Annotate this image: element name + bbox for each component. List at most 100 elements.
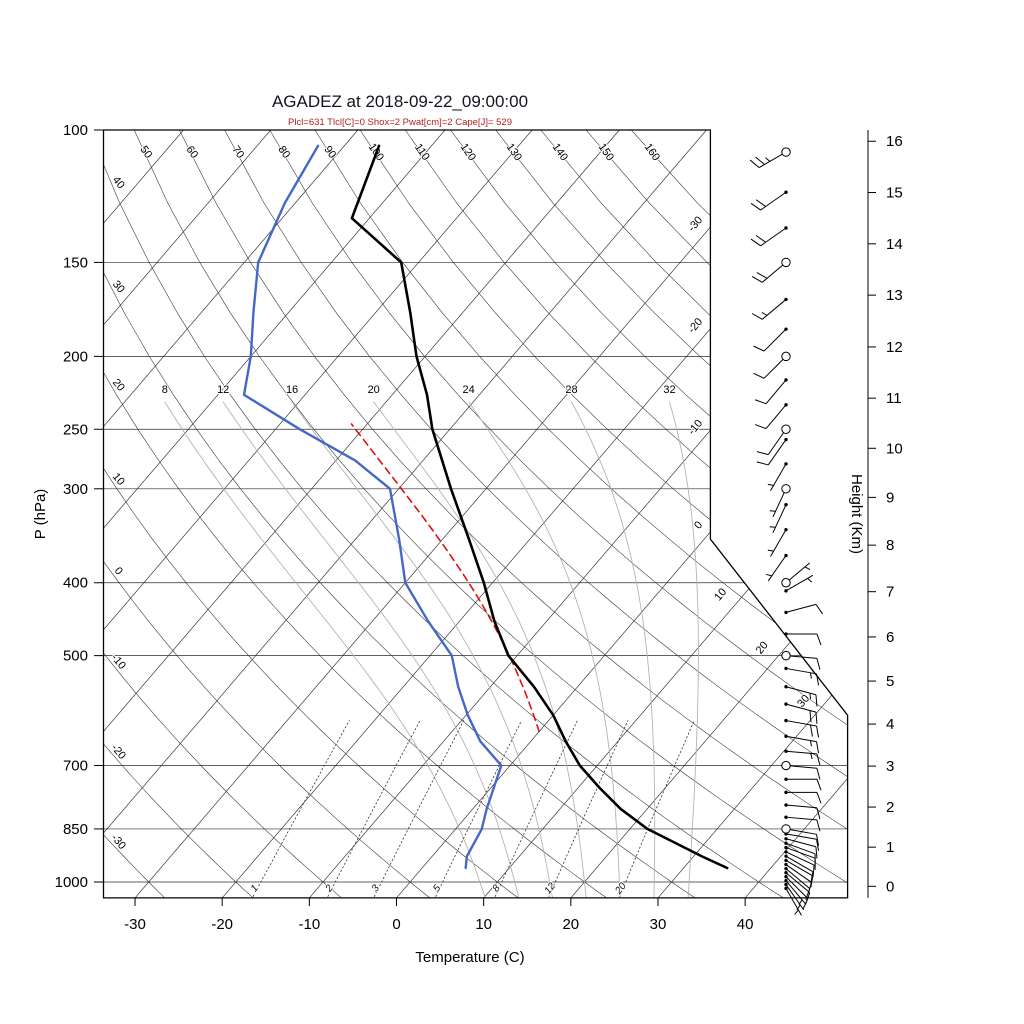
dry-adiabat-label: 50: [137, 144, 154, 161]
wind-level-dot: [784, 815, 788, 819]
wind-level-circle: [781, 351, 791, 362]
pressure-tick-label: 150: [63, 254, 88, 271]
wind-level-dot: [784, 527, 788, 532]
pressure-tick-label: 400: [63, 575, 88, 592]
moist-adiabat-label: 12: [217, 384, 229, 396]
moist-adiabat-label: 8: [162, 384, 168, 396]
wind-level-circle: [781, 424, 791, 434]
height-tick-label: 2: [886, 799, 894, 816]
temperature-tick-label: 30: [650, 916, 667, 933]
pressure-tick-label: 250: [63, 421, 88, 438]
mixing-ratio-label: 8: [491, 883, 503, 895]
temperature-tick-label: -10: [298, 916, 320, 933]
isotherm-label: 20: [754, 639, 771, 656]
dry-adiabat-label: -30: [109, 832, 128, 852]
dry-adiabat-label: 120: [458, 141, 478, 163]
temperature-axis: -30 -20 -10 0 10 20 30 40: [124, 897, 754, 933]
pressure-axis-title: P (hPa): [32, 489, 49, 540]
height-axis-title: Height (Km): [848, 474, 865, 554]
wind-level-dot: [784, 790, 788, 795]
wind-level-dot: [784, 854, 788, 858]
temperature-tick-label: -20: [211, 916, 233, 933]
wind-level-dot: [784, 841, 788, 845]
height-tick-label: 10: [886, 440, 903, 457]
moist-adiabat-label: 24: [463, 384, 475, 396]
moist-adiabat-label: 28: [565, 384, 577, 396]
moist-adiabat-label: 20: [368, 384, 380, 396]
height-tick-label: 6: [886, 629, 894, 646]
wind-level-dot: [784, 875, 788, 879]
pressure-tick-label: 300: [63, 481, 88, 498]
wind-level-dot: [784, 837, 788, 841]
height-tick-label: 3: [886, 758, 894, 775]
chart-title: AGADEZ at 2018-09-22_09:00:00: [272, 92, 528, 111]
wind-level-circle: [781, 650, 791, 661]
dry-adiabat-label: 40: [110, 174, 127, 191]
wind-level-circle: [781, 484, 791, 494]
wind-level-circle: [781, 824, 791, 834]
mixing-ratio-lines: [252, 720, 695, 897]
wind-level-dot: [784, 378, 788, 382]
chart-stats-line: Plcl=631 Tlcl[C]=0 Shox=2 Pwat[cm]=2 Cap…: [288, 117, 512, 128]
height-tick-label: 11: [886, 390, 902, 407]
height-tick-label: 1: [886, 839, 894, 856]
dry-adiabat-label: 30: [110, 278, 127, 295]
temperature-curve: [350, 144, 729, 870]
height-tick-label: 14: [886, 236, 903, 253]
dewpoint-curve: [242, 144, 503, 870]
height-tick-label: 5: [886, 673, 894, 690]
pressure-tick-label: 200: [63, 348, 88, 365]
dry-adiabats: [103, 130, 848, 898]
height-tick-label: 9: [886, 489, 894, 506]
height-tick-label: 7: [886, 584, 894, 601]
wind-barbs: [749, 147, 824, 916]
dry-adiabat-label: 20: [110, 377, 127, 394]
wind-level-dot: [784, 862, 788, 867]
isotherm-label: -20: [686, 316, 705, 336]
temperature-tick-label: 40: [737, 916, 754, 933]
height-tick-label: 15: [886, 185, 903, 202]
wind-level-dot: [784, 610, 788, 615]
temperature-axis-title: Temperature (C): [415, 949, 524, 966]
isotherm-grid: [103, 130, 848, 898]
height-tick-label: 16: [886, 133, 903, 150]
wind-level-dot: [784, 871, 788, 875]
plot-boundary: [102, 129, 849, 899]
pressure-tick-label: 500: [63, 648, 88, 665]
wind-level-dot: [784, 882, 788, 887]
dry-adiabat-label: -20: [109, 742, 128, 762]
pressure-tick-label: 100: [63, 122, 88, 139]
wind-level-dot: [784, 632, 788, 636]
wind-level-dot: [784, 702, 788, 706]
wind-level-dot: [784, 503, 788, 507]
wind-level-dot: [784, 403, 788, 407]
wind-level-dot: [784, 845, 788, 850]
wind-level-dot: [784, 866, 788, 871]
wind-level-circle: [781, 578, 791, 588]
dry-adiabat-label: 110: [412, 142, 432, 163]
wind-level-circle: [781, 760, 791, 771]
wind-level-dot: [784, 437, 788, 442]
pressure-tick-label: 850: [63, 821, 88, 838]
height-tick-label: 0: [886, 878, 894, 895]
wind-level-dot: [784, 226, 788, 230]
wind-level-dot: [784, 734, 788, 738]
sounding-curves: [242, 144, 729, 870]
dry-adiabat-label: 10: [110, 471, 127, 488]
height-tick-label: 13: [886, 287, 903, 304]
wind-level-dot: [784, 850, 788, 854]
parcel-curve: [350, 423, 540, 733]
wind-level-dot: [784, 297, 788, 302]
wind-level-dot: [784, 666, 788, 671]
isotherm-label: 0: [692, 519, 705, 531]
wind-level-circle: [781, 147, 791, 157]
temperature-tick-label: 0: [392, 916, 400, 933]
mixing-ratio-label: 12: [543, 881, 559, 897]
wind-level-dot: [784, 685, 788, 689]
wind-level-dot: [784, 777, 788, 781]
wind-level-dot: [784, 878, 788, 883]
isotherm-label: -10: [686, 418, 705, 438]
mixing-ratio-labels: 1 2 3 5 8 12 20: [248, 880, 630, 899]
